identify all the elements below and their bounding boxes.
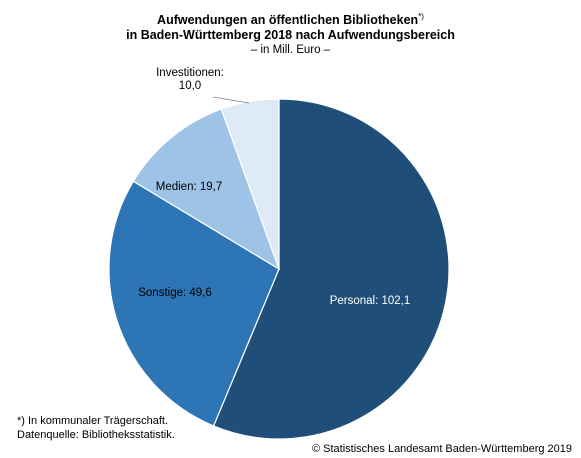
source-credit: © Statistisches Landesamt Baden-Württemb… xyxy=(311,443,572,455)
slice-label-medien: Medien: 19,7 xyxy=(156,181,223,193)
pie-slice-investitionen xyxy=(220,98,280,270)
footnote-line-2: Datenquelle: Bibliotheksstatistik. xyxy=(17,429,175,441)
investitionen-leader-line xyxy=(212,96,250,104)
title-footnote-marker: *) xyxy=(418,12,424,21)
slice-label-sonstige: Sonstige: 49,6 xyxy=(138,287,212,299)
footnote-line-1: *) In kommunaler Trägerschaft. xyxy=(17,415,169,427)
title-text-1: Aufwendungen an öffentlichen Bibliotheke… xyxy=(157,13,419,28)
pie-slices xyxy=(108,98,450,440)
slice-label-investitionen: Investitionen: xyxy=(156,67,224,79)
title-line-2: in Baden-Württemberg 2018 nach Aufwendun… xyxy=(126,28,455,43)
slice-label-personal: Personal: 102,1 xyxy=(330,295,411,307)
chart-subtitle: – in Mill. Euro – xyxy=(250,44,331,57)
slice-value-investitionen: 10,0 xyxy=(179,80,201,92)
chart-title: Aufwendungen an öffentlichen Bibliotheke… xyxy=(0,9,581,58)
pie-slice-medien xyxy=(132,108,281,271)
title-line-1: Aufwendungen an öffentlichen Bibliotheke… xyxy=(0,9,581,28)
footnote: *) In kommunaler Trägerschaft. Datenquel… xyxy=(17,414,175,442)
pie-slice-personal xyxy=(212,98,450,440)
pie-slice-sonstige xyxy=(108,180,280,427)
